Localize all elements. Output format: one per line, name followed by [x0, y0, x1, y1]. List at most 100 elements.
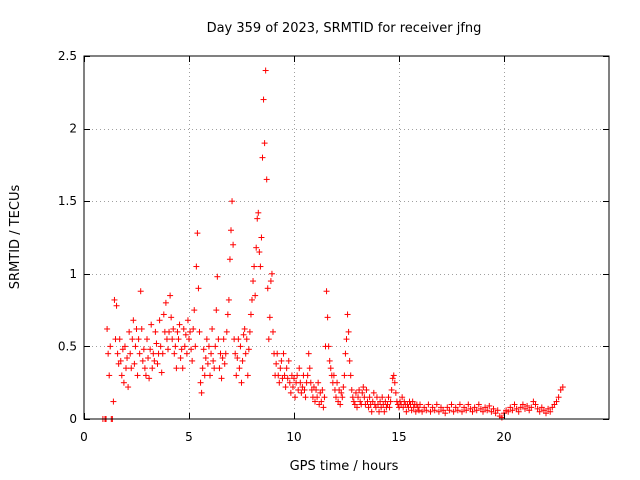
- y-tick-label: 2: [69, 122, 77, 136]
- data-point: [229, 198, 236, 205]
- data-point: [343, 336, 350, 343]
- data-point: [166, 328, 173, 335]
- data-point: [126, 328, 133, 335]
- data-point: [389, 375, 396, 382]
- data-point: [306, 365, 313, 372]
- data-point: [555, 394, 562, 401]
- data-point: [494, 407, 501, 414]
- data-point: [200, 346, 207, 353]
- axis-ticks: 0 5 10 15 20 0 0.5 1 1.5 2 2.5: [58, 49, 609, 444]
- data-point: [207, 372, 213, 379]
- data-point: [357, 398, 364, 405]
- data-point: [377, 398, 384, 405]
- data-point: [208, 350, 215, 357]
- data-point: [459, 408, 465, 415]
- data-point: [246, 328, 253, 335]
- data-point: [255, 209, 262, 216]
- data-point: [265, 336, 272, 343]
- data-point: [536, 408, 543, 415]
- data-point: [425, 401, 432, 408]
- data-point: [159, 350, 166, 357]
- data-point: [189, 357, 196, 364]
- data-point: [324, 314, 331, 321]
- data-point: [193, 263, 200, 270]
- data-point: [257, 263, 264, 270]
- data-point: [130, 317, 137, 324]
- data-point: [511, 401, 518, 408]
- y-tick-label: 0: [69, 412, 77, 426]
- data-point: [169, 336, 176, 343]
- data-point: [237, 343, 244, 350]
- data-point: [131, 360, 138, 367]
- data-point: [191, 307, 198, 314]
- data-point: [240, 331, 247, 338]
- data-point: [121, 343, 128, 350]
- data-point: [281, 372, 288, 379]
- data-point: [241, 325, 248, 332]
- data-point: [178, 346, 185, 353]
- data-point: [251, 263, 258, 270]
- data-point: [134, 372, 141, 379]
- data-point: [484, 407, 491, 414]
- data-point: [260, 96, 267, 103]
- data-point: [318, 398, 325, 405]
- data-point: [243, 336, 250, 343]
- data-point: [106, 372, 113, 379]
- data-point: [142, 372, 149, 379]
- data-point: [323, 288, 330, 295]
- data-point: [364, 398, 371, 405]
- y-tick-label: 1.5: [58, 194, 77, 208]
- data-point: [321, 394, 328, 401]
- data-point: [505, 408, 512, 415]
- data-point: [515, 408, 522, 415]
- data-point: [519, 401, 526, 408]
- data-point: [433, 401, 440, 408]
- data-point: [114, 350, 121, 357]
- data-point: [344, 311, 351, 318]
- data-point: [509, 407, 516, 414]
- data-point: [145, 355, 152, 362]
- data-point: [431, 407, 438, 414]
- data-point: [417, 401, 423, 408]
- data-point: [123, 365, 129, 372]
- data-point: [456, 401, 463, 408]
- y-tick-label: 1: [69, 267, 77, 281]
- x-tick-label: 20: [496, 430, 511, 444]
- data-point: [111, 296, 118, 303]
- data-point: [427, 408, 434, 415]
- data-point: [224, 311, 231, 318]
- data-point: [313, 386, 320, 393]
- data-points: [99, 67, 566, 422]
- data-point: [547, 408, 554, 415]
- data-point: [273, 360, 280, 367]
- data-point: [543, 410, 549, 417]
- data-point: [307, 379, 314, 386]
- data-point: [326, 357, 333, 364]
- data-point: [117, 357, 124, 364]
- data-point: [182, 331, 189, 338]
- data-point: [171, 350, 178, 357]
- data-point: [220, 336, 227, 343]
- data-point: [253, 244, 260, 251]
- data-point: [315, 379, 322, 386]
- data-point: [233, 372, 240, 379]
- data-point: [113, 302, 120, 309]
- data-point: [270, 328, 276, 335]
- data-point: [221, 360, 228, 367]
- data-point: [209, 325, 216, 332]
- data-point: [373, 394, 380, 401]
- data-point: [274, 350, 281, 357]
- data-point: [345, 328, 352, 335]
- data-point: [211, 365, 218, 372]
- data-point: [162, 299, 169, 306]
- data-point: [391, 379, 398, 386]
- data-point: [136, 350, 143, 357]
- data-point: [277, 365, 284, 372]
- data-point: [379, 394, 386, 401]
- data-point: [354, 404, 360, 411]
- data-point: [480, 408, 486, 415]
- data-point: [212, 343, 219, 350]
- data-point: [138, 325, 145, 332]
- data-point: [137, 288, 144, 295]
- data-point: [147, 346, 154, 353]
